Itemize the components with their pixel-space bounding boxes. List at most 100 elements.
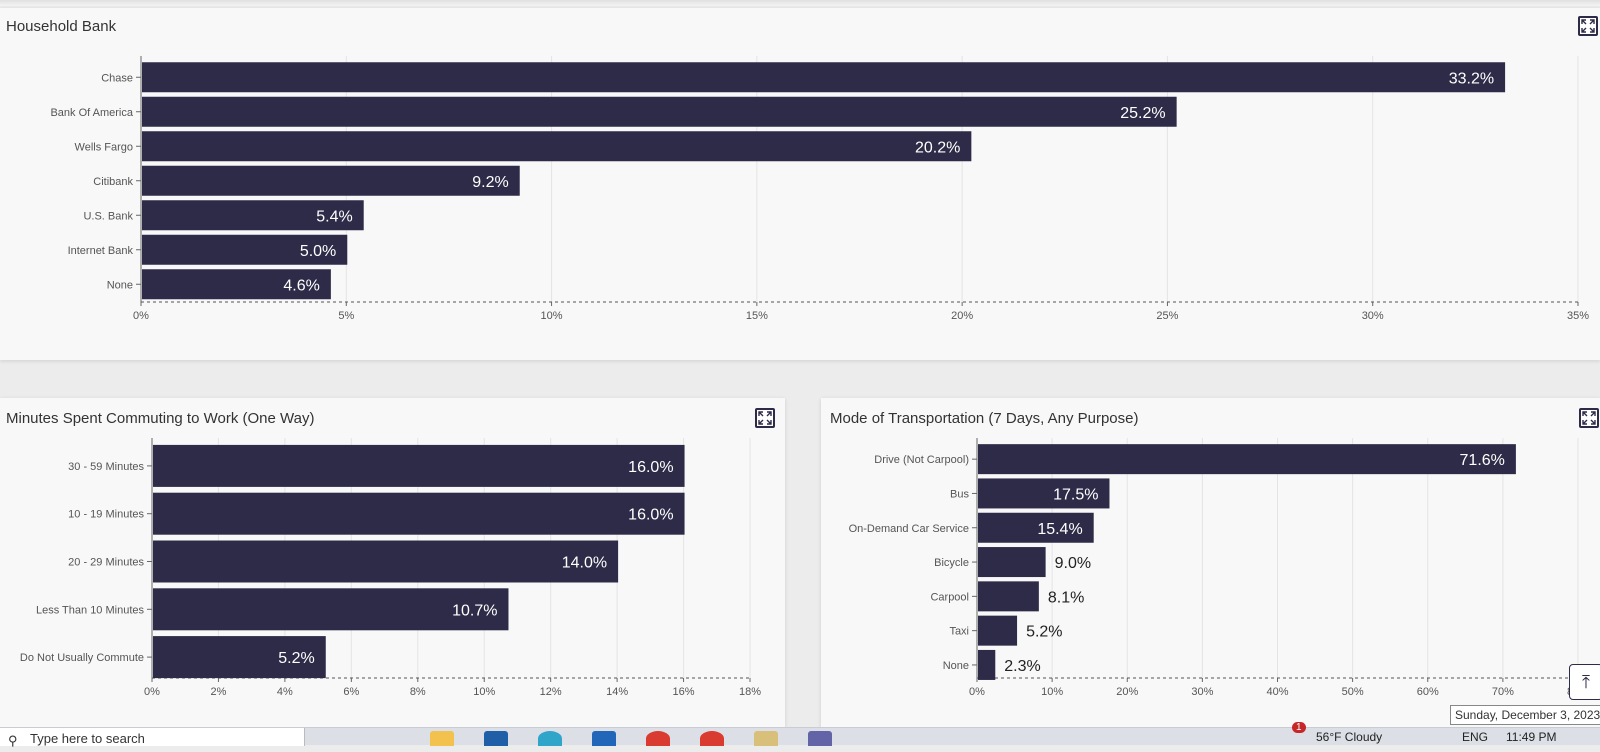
x-tick-label: 16% xyxy=(673,686,695,698)
category-label: 30 - 59 Minutes xyxy=(68,461,144,473)
category-label: Wells Fargo xyxy=(75,141,133,153)
category-label: 10 - 19 Minutes xyxy=(68,509,144,521)
transport-card: Mode of Transportation (7 Days, Any Purp… xyxy=(821,398,1600,728)
data-label: 8.1% xyxy=(1048,589,1084,606)
x-tick-label: 6% xyxy=(343,686,359,698)
data-label: 5.2% xyxy=(278,650,314,667)
x-tick-label: 30% xyxy=(1362,310,1384,322)
bar xyxy=(978,649,996,680)
bar xyxy=(978,615,1018,646)
x-tick-label: 0% xyxy=(133,310,149,322)
category-label: Bank Of America xyxy=(50,107,133,119)
category-label: Drive (Not Carpool) xyxy=(874,454,969,466)
language-indicator[interactable]: ENG xyxy=(1462,730,1489,744)
x-tick-label: 5% xyxy=(338,310,354,322)
data-label: 25.2% xyxy=(1120,105,1165,122)
x-tick-label: 10% xyxy=(473,686,495,698)
mail-icon[interactable] xyxy=(484,731,508,746)
category-label: Bicycle xyxy=(934,557,969,569)
edge-icon[interactable] xyxy=(538,731,562,746)
bar xyxy=(142,269,331,300)
bar xyxy=(978,444,1516,475)
x-tick-label: 0% xyxy=(969,686,985,698)
top-edge xyxy=(0,0,1600,6)
date-tooltip: Sunday, December 3, 2023 xyxy=(1450,705,1600,725)
teams-icon[interactable] xyxy=(808,731,832,746)
x-tick-label: 60% xyxy=(1417,686,1439,698)
transport-chart: 0%10%20%30%40%50%60%70%80%Drive (Not Car… xyxy=(849,438,1589,698)
store-icon[interactable] xyxy=(592,731,616,746)
paint-icon[interactable] xyxy=(754,731,778,746)
household-bank-chart: 0% 5% 10% 15% 20% 25% 30% 35% Chase 33.2% Bank Of … xyxy=(50,56,1589,322)
category-label: Bus xyxy=(950,488,969,500)
x-tick-label: 40% xyxy=(1266,686,1288,698)
x-tick-label: 30% xyxy=(1191,686,1213,698)
bar xyxy=(153,636,326,679)
x-tick-label: 4% xyxy=(277,686,293,698)
file-explorer-icon[interactable] xyxy=(430,731,454,746)
data-label: 5.2% xyxy=(1026,624,1062,641)
bar xyxy=(142,131,972,162)
clock-time[interactable]: 11:49 PM xyxy=(1506,730,1557,744)
x-tick-label: 0% xyxy=(144,686,160,698)
category-label: None xyxy=(943,660,969,672)
data-label: 16.0% xyxy=(628,507,673,524)
card-title: Mode of Transportation (7 Days, Any Purp… xyxy=(830,410,1139,427)
x-tick-label: 14% xyxy=(606,686,628,698)
expand-icon[interactable] xyxy=(1579,408,1599,428)
taskbar: ⚲ Type here to search 1 56°F Cloudy ENG … xyxy=(0,722,1600,748)
chrome-icon[interactable] xyxy=(646,731,670,746)
data-label: 10.7% xyxy=(452,602,497,619)
bar xyxy=(142,234,348,265)
x-tick-label: 25% xyxy=(1156,310,1178,322)
arrow-up-to-line-icon[interactable]: ⤒ xyxy=(1569,664,1600,700)
commute-card: Minutes Spent Commuting to Work (One Way… xyxy=(0,398,785,728)
x-tick-label: 8% xyxy=(410,686,426,698)
bar xyxy=(142,200,364,231)
x-tick-label: 18% xyxy=(739,686,761,698)
bar xyxy=(142,96,1177,127)
data-label: 9.0% xyxy=(1055,555,1091,572)
category-label: Less Than 10 Minutes xyxy=(36,604,145,616)
category-label: Taxi xyxy=(949,626,969,638)
x-tick-label: 50% xyxy=(1342,686,1364,698)
category-label: None xyxy=(107,279,133,291)
bar xyxy=(153,540,619,583)
notification-badge[interactable]: 1 xyxy=(1292,722,1306,733)
chrome-profile-icon[interactable] xyxy=(700,731,724,746)
search-placeholder: Type here to search xyxy=(30,731,145,746)
category-label: Internet Bank xyxy=(68,245,134,257)
data-label: 4.6% xyxy=(283,277,319,294)
category-label: Do Not Usually Commute xyxy=(20,652,144,664)
data-label: 5.4% xyxy=(316,208,352,225)
data-label: 33.2% xyxy=(1449,70,1494,87)
data-label: 2.3% xyxy=(1004,658,1040,675)
taskbar-search[interactable]: ⚲ Type here to search xyxy=(0,728,305,748)
x-tick-label: 70% xyxy=(1492,686,1514,698)
category-label: U.S. Bank xyxy=(83,210,133,222)
bar xyxy=(978,581,1039,612)
data-label: 71.6% xyxy=(1460,452,1505,469)
data-label: 5.0% xyxy=(300,243,336,260)
x-tick-label: 15% xyxy=(746,310,768,322)
x-tick-label: 2% xyxy=(210,686,226,698)
bar xyxy=(153,588,509,631)
category-label: Carpool xyxy=(930,591,969,603)
expand-icon[interactable] xyxy=(1578,16,1598,36)
data-label: 16.0% xyxy=(628,459,673,476)
search-icon: ⚲ xyxy=(8,733,18,748)
x-tick-label: 10% xyxy=(1041,686,1063,698)
x-tick-label: 10% xyxy=(541,310,563,322)
bar xyxy=(978,512,1094,543)
expand-icon[interactable] xyxy=(755,408,775,428)
card-title: Household Bank xyxy=(6,18,117,35)
bar xyxy=(978,478,1110,509)
weather-widget[interactable]: 56°F Cloudy xyxy=(1316,730,1383,744)
data-label: 14.0% xyxy=(562,555,607,572)
category-label: 20 - 29 Minutes xyxy=(68,557,144,569)
data-label: 17.5% xyxy=(1053,486,1098,503)
x-tick-label: 20% xyxy=(951,310,973,322)
commute-chart: 0% 2% 4% 6% 8% 10% 12% 14% 16% 18% 30 - 59 Minutes… xyxy=(20,438,761,698)
data-label: 9.2% xyxy=(472,174,508,191)
household-bank-card: Household Bank 0% 5% 10% 15% 20% 25% 30% 35% Cha… xyxy=(0,8,1600,360)
